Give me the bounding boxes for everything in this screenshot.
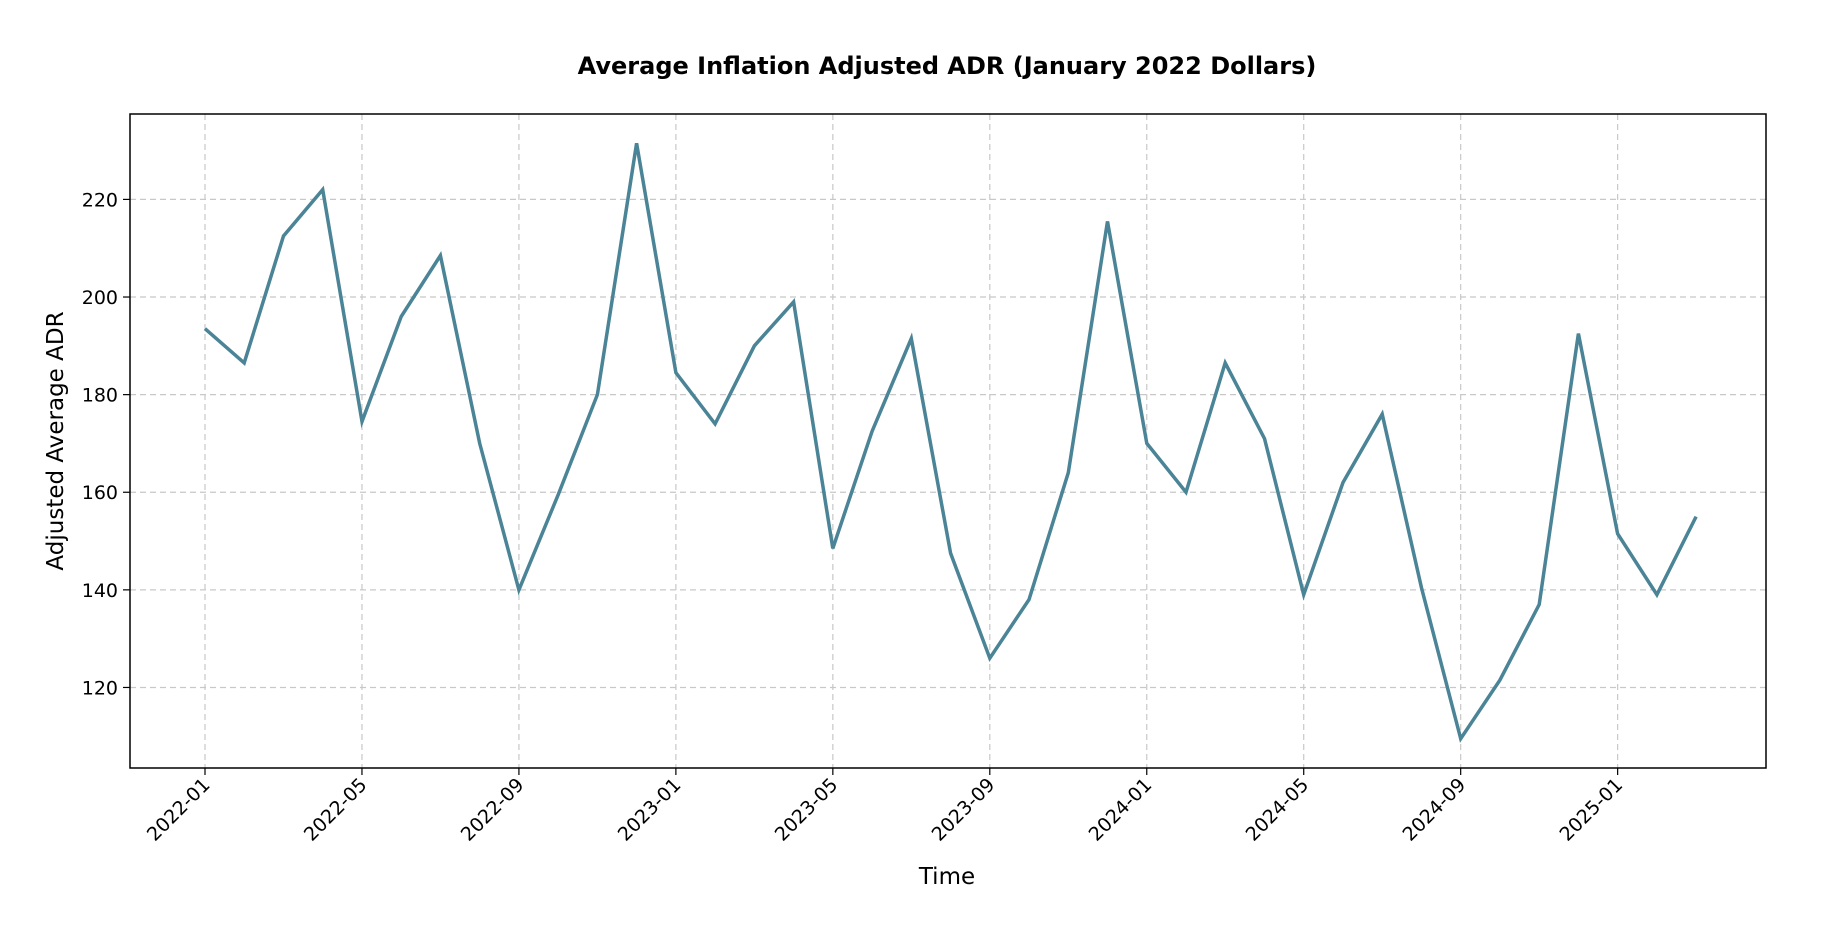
data-point [517,588,521,592]
data-point [909,337,913,341]
data-point [1537,603,1541,607]
series-layer [203,141,1698,743]
data-point [1066,471,1070,475]
x-tick-label: 2022-09 [457,774,529,846]
data-point [556,493,560,497]
data-point [281,234,285,238]
data-point [1027,598,1031,602]
data-point [399,315,403,319]
data-point [635,141,639,145]
data-point [321,188,325,192]
data-point [1302,593,1306,597]
y-tick-label: 140 [82,580,118,602]
x-tick-label: 2022-05 [300,774,372,846]
x-axis-label: Time [918,864,975,890]
data-point [1694,515,1698,519]
axis-ticks: 2022-01 2022-05 2022-09 2023-01 2023-05 2023-… [82,189,1627,845]
data-point [478,441,482,445]
series-line [203,143,1698,743]
data-point [595,393,599,397]
y-tick-label: 220 [82,189,118,211]
data-point [1262,437,1266,441]
data-point [1184,490,1188,494]
data-point [360,419,364,423]
data-point [1380,412,1384,416]
x-tick-label: 2023-09 [928,774,1000,846]
y-tick-label: 160 [82,482,118,504]
x-tick-label: 2022-01 [143,774,215,846]
y-tick-label: 200 [82,287,118,309]
data-point [752,344,756,348]
data-point [1223,361,1227,365]
data-point [1616,532,1620,536]
data-point [1106,219,1110,223]
x-tick-label: 2024-05 [1242,774,1314,846]
data-point [1341,480,1345,484]
data-point [1655,593,1659,597]
y-axis-label: Adjusted Average ADR [43,311,69,570]
data-point [988,656,992,660]
data-point [438,254,442,258]
data-point [831,546,835,550]
data-point [949,551,953,555]
data-point [792,300,796,304]
data-point [713,422,717,426]
data-point [870,429,874,433]
data-point [203,327,207,331]
data-point [1498,678,1502,682]
y-tick-label: 120 [82,677,118,699]
data-point [1576,332,1580,336]
x-tick-label: 2023-01 [614,774,686,846]
data-point [1459,737,1463,741]
x-tick-label: 2024-09 [1399,774,1471,846]
data-point [1145,441,1149,445]
data-point [242,361,246,365]
x-tick-label: 2025-01 [1555,774,1627,846]
data-point [674,371,678,375]
data-point [1419,585,1423,589]
grid [130,114,1766,768]
plot-frame [129,113,1767,769]
chart-title: Average Inflation Adjusted ADR (January … [578,52,1317,80]
x-tick-label: 2023-05 [771,774,843,846]
x-tick-label: 2024-01 [1085,774,1157,846]
y-tick-label: 180 [82,385,118,407]
